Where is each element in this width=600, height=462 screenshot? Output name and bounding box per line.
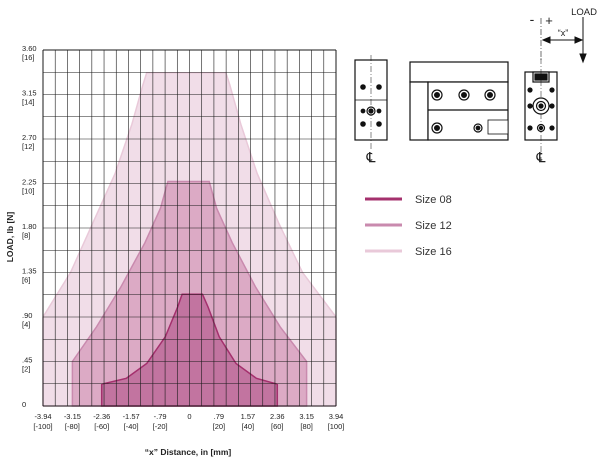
x-tick-label: 3.15 <box>299 412 314 421</box>
x-tick-label-metric: [40] <box>242 422 255 431</box>
legend-label: Size 12 <box>415 220 452 232</box>
x-tick-label-metric: [-80] <box>65 422 80 431</box>
y-tick-label: 2.70 <box>22 133 37 142</box>
x-tick-label: 0 <box>187 412 191 421</box>
load-label: LOAD <box>571 7 597 18</box>
x-tick-label-metric: [20] <box>213 422 226 431</box>
x-tick-label-metric: [-60] <box>94 422 109 431</box>
x-tick-label-metric: [-40] <box>124 422 139 431</box>
y-tick-label-metric: [14] <box>22 98 35 107</box>
end-view-left <box>354 55 388 150</box>
product-diagram <box>354 17 587 160</box>
x-tick-label: 3.94 <box>329 412 344 421</box>
y-tick-label: .90 <box>22 311 32 320</box>
x-tick-label-metric: [-20] <box>153 422 168 431</box>
x-tick-label: 1.57 <box>241 412 256 421</box>
y-tick-label: 2.25 <box>22 178 37 187</box>
y-tick-label: 3.60 <box>22 44 37 53</box>
end-view-right <box>524 58 558 160</box>
minus-sign: - <box>530 11 535 27</box>
legend-label: Size 08 <box>415 194 452 206</box>
y-tick-label: 1.80 <box>22 222 37 231</box>
x-tick-label: -.79 <box>154 412 167 421</box>
y-tick-label: 0 <box>22 400 26 409</box>
centerline-right: ℄ <box>536 149 546 165</box>
y-axis-title: LOAD, lb [N] <box>5 212 15 263</box>
y-tick-label-metric: [16] <box>22 53 35 62</box>
x-tick-label: .79 <box>214 412 224 421</box>
x-tick-label: 2.36 <box>270 412 285 421</box>
legend: Size 08 Size 12 Size 16 <box>365 194 452 258</box>
axes: -3.94[-100] -3.15[-80] -2.36[-60] -1.57[-40… <box>22 44 344 431</box>
y-tick-label-metric: [6] <box>22 276 30 285</box>
y-tick-label: 1.35 <box>22 267 37 276</box>
side-view <box>409 61 509 141</box>
x-tick-label: -2.36 <box>93 412 110 421</box>
y-tick-label-metric: [8] <box>22 231 30 240</box>
y-tick-label-metric: [12] <box>22 142 35 151</box>
x-dimension-label: “x” <box>558 28 569 38</box>
x-tick-label: -1.57 <box>123 412 140 421</box>
x-tick-label-metric: [60] <box>271 422 284 431</box>
y-tick-label-metric: [4] <box>22 320 30 329</box>
load-callout <box>540 17 587 64</box>
legend-label: Size 16 <box>415 246 452 258</box>
y-tick-label: 3.15 <box>22 89 37 98</box>
plus-sign: + <box>545 13 553 28</box>
x-tick-label: -3.94 <box>34 412 51 421</box>
x-tick-label-metric: [-100] <box>33 422 52 431</box>
x-tick-label: -3.15 <box>64 412 81 421</box>
y-tick-label-metric: [10] <box>22 187 35 196</box>
y-tick-label: .45 <box>22 356 32 365</box>
x-tick-label-metric: [100] <box>328 422 345 431</box>
y-tick-label-metric: [2] <box>22 365 30 374</box>
x-axis-title: “x” Distance, in [mm] <box>145 447 232 457</box>
x-tick-label-metric: [80] <box>300 422 313 431</box>
centerline-left: ℄ <box>366 149 376 165</box>
